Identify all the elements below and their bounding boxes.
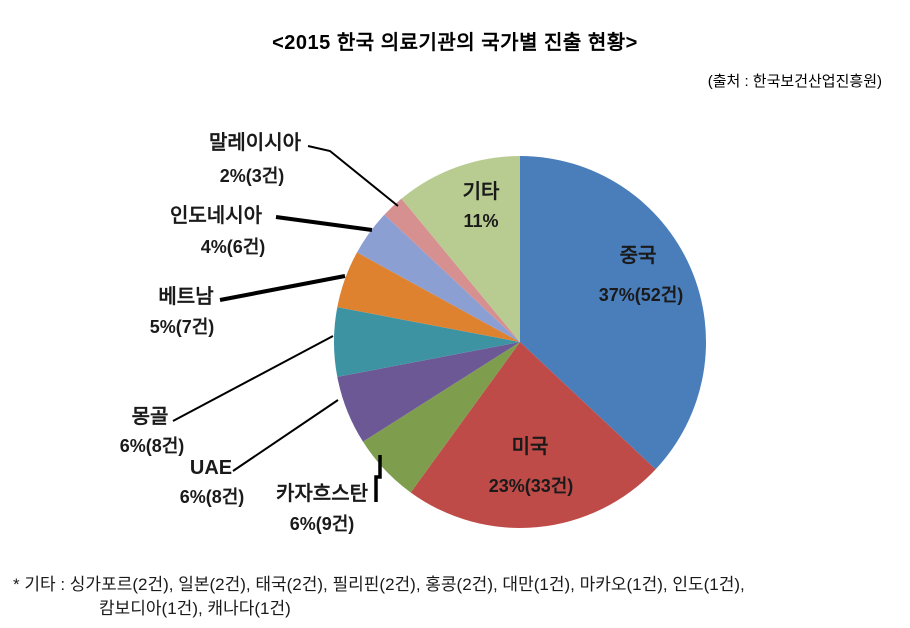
leader-line-6 [219,274,346,302]
slice-label-value-8: 2%(3건) [220,166,285,186]
pie-slice-3 [337,342,520,442]
leader-line-5 [172,335,334,422]
chart-title: <2015 한국 의료기관의 국가별 진출 현황> [272,32,638,54]
footnote-line-1: * 기타 : 싱가포르(2건), 일본(2건), 태국(2건), 필리핀(2건)… [13,575,745,594]
slice-label-name-8: 말레이시아 [209,131,302,154]
pie-slice-7 [384,198,520,342]
slice-label-value-0: 37%(52건) [599,285,684,305]
slice-label-value-5: 6%(8건) [120,436,185,456]
slice-label-value-7: 4%(6건) [201,237,266,257]
slice-label-value-1: 23%(33건) [489,476,574,496]
leader-line-4 [232,399,339,472]
leader-line-7 [275,215,373,232]
slice-label-value-3: 6%(9건) [290,514,355,534]
footnote-line-2: 캄보디아(1건), 캐나다(1건) [99,599,291,618]
slice-label-name-0: 중국 [620,245,657,267]
pie-slice-6 [357,214,520,342]
pie-slice-8 [401,155,520,342]
source-caption: (출처 : 한국보건산업진흥원) [707,73,882,90]
pie-slice-4 [333,307,520,377]
slice-label-value-4: 6%(8건) [180,487,245,507]
slice-label-name-3: 카자흐스탄 [276,482,369,505]
pie-slice-1 [410,342,656,529]
slice-label-value-2: 11% [463,211,498,231]
pie-slice-0 [520,156,707,470]
slice-label-name-4: UAE [190,457,232,479]
slice-label-name-1: 미국 [512,435,549,458]
slice-label-name-5: 몽골 [132,406,169,428]
pie-slice-5 [337,252,520,342]
slice-label-name-6: 베트남 [158,285,214,308]
slice-label-value-6: 5%(7건) [150,317,215,337]
slice-label-name-2: 기타 [463,180,500,203]
leader-line-3 [374,455,382,502]
slice-label-name-7: 인도네시아 [170,204,263,227]
pie-slice-2 [362,342,520,493]
leader-line-8 [307,145,399,207]
